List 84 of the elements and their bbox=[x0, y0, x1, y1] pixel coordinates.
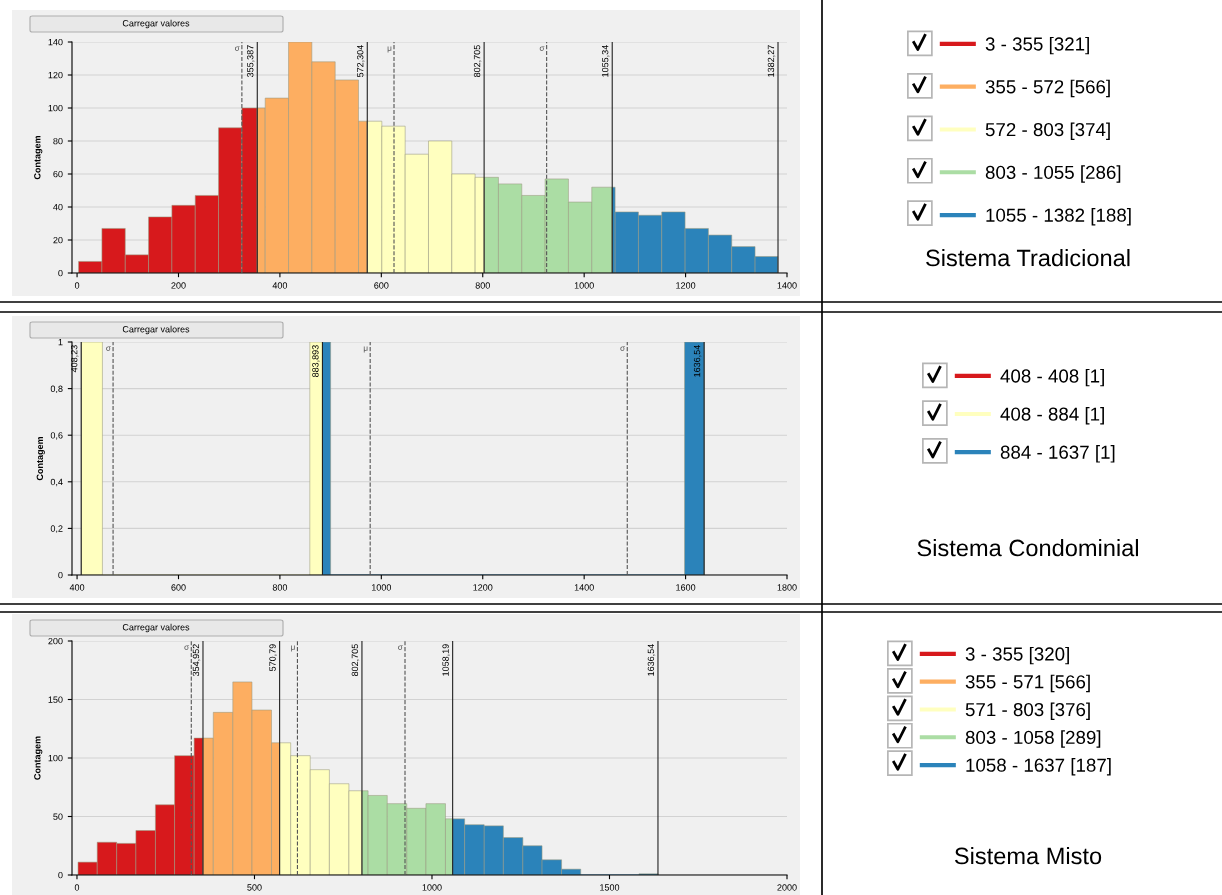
text: Sistema Misto bbox=[954, 846, 1102, 865]
ref-line-label: μ bbox=[363, 346, 368, 353]
x-tick-label: 1200 bbox=[676, 282, 696, 289]
x-tick-label: 1000 bbox=[574, 282, 594, 289]
x-tick-label: 500 bbox=[247, 884, 262, 891]
ref-line-label: 1058,19 bbox=[442, 644, 450, 676]
legend-label: 803 - 1058 [289] bbox=[965, 730, 1101, 748]
ref-line-label: 1636,54 bbox=[693, 345, 702, 377]
ref-line-label: 408,23 bbox=[70, 345, 79, 373]
ref-line-label: 355,387 bbox=[247, 45, 255, 78]
ref-line-label: σ bbox=[620, 346, 626, 351]
x-tick-label: 2000 bbox=[777, 884, 797, 891]
x-tick-label: 1600 bbox=[676, 584, 696, 591]
y-tick-label: 0 bbox=[58, 571, 63, 579]
y-tick-label: 140 bbox=[48, 38, 63, 46]
y-tick-label: 1 bbox=[58, 339, 63, 346]
text: Carregar valores bbox=[122, 623, 190, 633]
legend-label: 572 - 803 [374] bbox=[985, 122, 1110, 140]
y-tick-label: 50 bbox=[53, 813, 63, 820]
y-tick-label: 120 bbox=[48, 71, 63, 79]
ref-line-label: 1055,34 bbox=[601, 45, 610, 77]
legend-label: 355 - 571 [566] bbox=[965, 674, 1090, 693]
y-tick-label: 0 bbox=[58, 269, 63, 277]
ref-line-label: μ bbox=[387, 46, 392, 53]
x-tick-label: 600 bbox=[374, 282, 389, 289]
ref-line-label: 883,893 bbox=[312, 345, 320, 378]
y-tick-label: 60 bbox=[53, 170, 63, 178]
legend-label: 355 - 572 [566] bbox=[985, 79, 1110, 98]
y-tick-label: 0,4 bbox=[50, 478, 63, 487]
x-tick-label: 800 bbox=[272, 584, 288, 591]
text: Carregar valores bbox=[122, 19, 190, 29]
ref-line-label: σ bbox=[106, 346, 111, 351]
x-tick-label: 1200 bbox=[473, 584, 493, 591]
legend-label: 571 - 803 [376] bbox=[965, 702, 1090, 720]
text: Carregar valores bbox=[122, 325, 190, 335]
ref-line-label: 802,705 bbox=[351, 644, 360, 677]
y-tick-label: 100 bbox=[48, 754, 63, 762]
x-tick-label: 800 bbox=[475, 282, 490, 289]
ref-line-label: σ bbox=[184, 645, 190, 650]
y-tick-label: 40 bbox=[53, 203, 63, 211]
text: Sistema Tradicional bbox=[926, 249, 1130, 267]
x-tick-label: 200 bbox=[171, 282, 186, 289]
x-tick-label: 1000 bbox=[371, 584, 392, 591]
x-tick-label: 1400 bbox=[574, 584, 594, 591]
legend-label: 408 - 408 [1] bbox=[1000, 368, 1104, 387]
y-tick-label: 0,6 bbox=[50, 432, 63, 440]
y-axis-title: Contagem bbox=[36, 436, 45, 481]
y-tick-label: 0 bbox=[58, 871, 63, 879]
ref-line-label: μ bbox=[291, 645, 295, 652]
y-axis-title: Contagem bbox=[34, 736, 43, 780]
ref-line-label: 572,304 bbox=[357, 45, 365, 78]
y-tick-label: 0,8 bbox=[50, 385, 63, 394]
legend-label: 803 - 1055 [286] bbox=[985, 165, 1121, 183]
legend-label: 1055 - 1382 [188] bbox=[986, 208, 1131, 226]
y-tick-label: 200 bbox=[48, 637, 63, 645]
x-tick-label: 400 bbox=[69, 584, 85, 591]
y-tick-label: 0,2 bbox=[50, 525, 63, 533]
legend-label: 884 - 1637 [1] bbox=[1000, 445, 1115, 463]
x-tick-label: 1400 bbox=[777, 282, 797, 289]
ref-line-label: 1382,27 bbox=[767, 45, 776, 77]
y-tick-label: 20 bbox=[53, 236, 63, 244]
x-tick-label: 600 bbox=[171, 584, 186, 591]
text: Sistema Condominial bbox=[917, 538, 1138, 557]
legend-label: 408 - 884 [1] bbox=[1000, 406, 1104, 425]
legend-label: 1058 - 1637 [187] bbox=[966, 758, 1111, 776]
y-tick-label: 80 bbox=[53, 137, 63, 145]
x-tick-label: 1500 bbox=[600, 884, 620, 891]
ref-line-label: σ bbox=[398, 645, 403, 650]
y-tick-label: 150 bbox=[48, 696, 63, 703]
y-tick-label: 100 bbox=[48, 104, 63, 112]
x-tick-label: 400 bbox=[272, 282, 288, 289]
y-axis-title: Contagem bbox=[34, 135, 43, 180]
ref-line-label: σ bbox=[235, 46, 240, 51]
ref-line-label: 802,705 bbox=[473, 45, 482, 78]
x-tick-label: 1800 bbox=[777, 584, 797, 591]
x-tick-label: 1000 bbox=[422, 884, 442, 891]
ref-line-label: 354,952 bbox=[192, 644, 201, 677]
legend-label: 3 - 355 [320] bbox=[965, 646, 1069, 665]
x-tick-label: 0 bbox=[74, 282, 80, 289]
x-tick-label: 0 bbox=[74, 884, 80, 891]
legend-label: 3 - 355 [321] bbox=[985, 36, 1089, 55]
ref-line-label: 1636,54 bbox=[647, 644, 656, 676]
ref-line-label: 570,79 bbox=[269, 644, 277, 672]
ref-line-label: σ bbox=[539, 46, 545, 51]
